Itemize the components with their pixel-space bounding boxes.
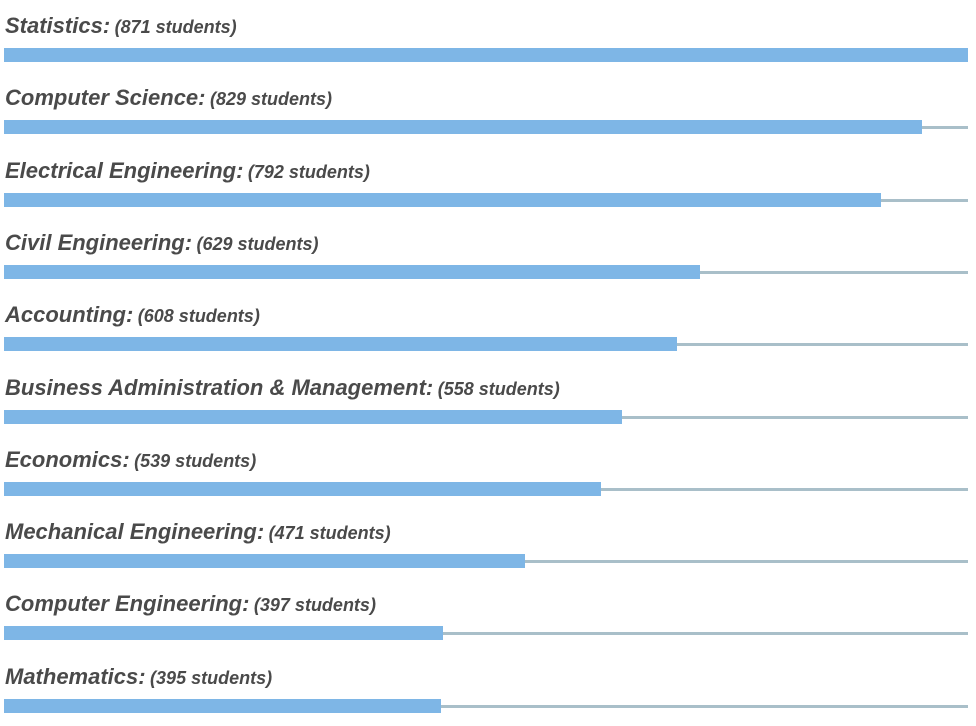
bar <box>4 554 526 569</box>
category-label: Accounting: <box>5 302 134 328</box>
bar-row: Mathematics: (395 students) <box>4 651 968 723</box>
value-label: (395 students) <box>150 667 273 688</box>
bar <box>4 626 444 641</box>
bar-row: Statistics: (871 students) <box>4 0 968 72</box>
value-label: (829 students) <box>209 89 332 110</box>
category-label: Mechanical Engineering: <box>5 519 265 545</box>
bar-row: Computer Science: (829 students) <box>4 72 968 144</box>
bar-row: Civil Engineering: (629 students) <box>4 217 968 289</box>
bar-chart: Statistics: (871 students) Computer Scien… <box>4 0 968 726</box>
bar-row: Economics: (539 students) <box>4 434 968 506</box>
value-label: (471 students) <box>268 523 391 544</box>
bar <box>4 48 968 62</box>
bar <box>4 337 677 352</box>
bar <box>4 698 442 713</box>
bar-track <box>4 632 968 636</box>
bar-label: Economics: (539 students) <box>5 447 256 473</box>
category-label: Computer Science: <box>5 85 206 111</box>
category-label: Mathematics: <box>5 663 146 689</box>
bar-row: Accounting: (608 students) <box>4 289 968 361</box>
bar <box>4 192 881 207</box>
category-label: Statistics: <box>5 13 111 38</box>
bar <box>4 481 601 496</box>
bar <box>4 120 922 135</box>
bar-label: Statistics: (871 students) <box>5 13 237 39</box>
bar <box>4 409 622 424</box>
category-label: Economics: <box>5 446 130 472</box>
bar-row: Computer Engineering: (397 students) <box>4 578 968 650</box>
category-label: Electrical Engineering: <box>5 157 244 183</box>
bar-row: Mechanical Engineering: (471 students) <box>4 506 968 578</box>
bar-label: Business Administration & Management: (5… <box>5 375 560 401</box>
bar-label: Computer Science: (829 students) <box>5 85 332 111</box>
bar-row: Business Administration & Management: (5… <box>4 362 968 434</box>
bar-label: Accounting: (608 students) <box>5 302 260 328</box>
value-label: (558 students) <box>437 378 560 399</box>
value-label: (608 students) <box>137 306 260 327</box>
bar-row: Electrical Engineering: (792 students) <box>4 145 968 217</box>
value-label: (792 students) <box>247 161 370 182</box>
bar-label: Computer Engineering: (397 students) <box>5 591 376 617</box>
category-label: Civil Engineering: <box>5 229 193 255</box>
value-label: (871 students) <box>114 17 237 37</box>
value-label: (629 students) <box>196 233 319 254</box>
bar-track <box>4 704 968 708</box>
category-label: Computer Engineering: <box>5 591 250 617</box>
bar <box>4 264 701 279</box>
bar-label: Civil Engineering: (629 students) <box>5 230 319 256</box>
bar-label: Mathematics: (395 students) <box>5 664 272 690</box>
bar-label: Electrical Engineering: (792 students) <box>5 158 370 184</box>
value-label: (539 students) <box>134 450 257 471</box>
category-label: Business Administration & Management: <box>5 374 434 400</box>
value-label: (397 students) <box>253 595 376 616</box>
bar-label: Mechanical Engineering: (471 students) <box>5 519 391 545</box>
